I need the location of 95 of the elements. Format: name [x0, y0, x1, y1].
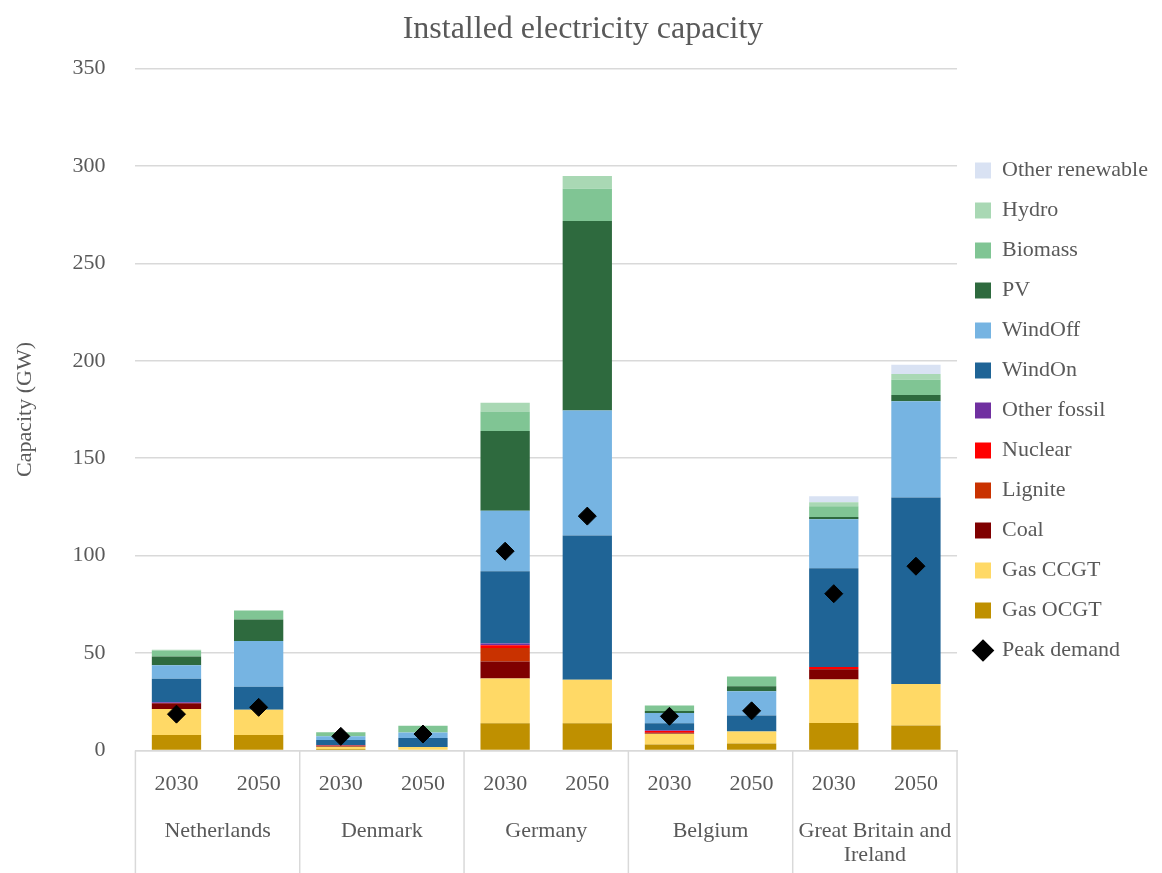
bar: [726, 686, 777, 692]
bar: [726, 715, 777, 732]
x-tick-label: 2030: [154, 769, 199, 795]
text: Denmark: [340, 817, 423, 843]
bar: [562, 723, 612, 750]
bar: [562, 679, 612, 724]
bar: [234, 735, 284, 750]
bar: [644, 733, 695, 745]
bar: [891, 683, 941, 726]
y-tick-label: 300: [72, 151, 106, 177]
bar: [891, 379, 941, 395]
bar: [151, 665, 202, 679]
legend-label: PV: [1002, 276, 1031, 302]
x-tick-label: 2030: [483, 769, 528, 795]
point: [331, 726, 351, 746]
bar: [480, 571, 530, 644]
legend-label: Other renewable: [1002, 156, 1149, 182]
bar: [809, 502, 859, 507]
bar: [726, 743, 777, 750]
bar: [398, 737, 448, 748]
bar: [151, 703, 202, 710]
y-axis-title: Capacity (GW): [10, 342, 36, 477]
bar: [644, 723, 695, 731]
y-tick-label: 100: [72, 541, 106, 567]
bar: [234, 709, 284, 736]
bar: [562, 188, 612, 222]
bar: [480, 678, 530, 724]
text: Germany: [505, 817, 588, 843]
legend-label: Biomass: [1002, 236, 1078, 262]
bar: [809, 679, 859, 724]
bar: [809, 519, 859, 569]
bar: [234, 641, 284, 687]
bar: [891, 394, 941, 402]
bar: [562, 221, 612, 411]
text: Great Britain and Ireland: [798, 817, 952, 867]
bar: [480, 510, 530, 572]
x-tick-label: 2030: [647, 769, 692, 795]
x-tick-label: 2050: [236, 769, 281, 795]
bar: [562, 535, 612, 680]
bar: [809, 723, 859, 750]
bar: [809, 669, 859, 680]
bar: [480, 647, 530, 662]
text: Belgium: [672, 817, 749, 843]
bar: [562, 175, 612, 189]
x-tick-label: 2030: [318, 769, 363, 795]
bar: [151, 678, 202, 703]
bar: [234, 610, 284, 620]
bar: [562, 410, 612, 536]
point: [906, 556, 926, 576]
bar: [809, 496, 859, 503]
bar: [480, 723, 530, 750]
y-tick-label: 200: [72, 346, 106, 372]
text: Netherlands: [164, 817, 271, 843]
legend-label: Gas CCGT: [1002, 556, 1101, 582]
point: [413, 724, 433, 744]
bar: [480, 430, 530, 511]
legend-label: WindOn: [1002, 356, 1077, 382]
y-tick-label: 150: [72, 444, 106, 470]
y-tick-label: 250: [72, 249, 106, 275]
y-tick-label: 50: [83, 638, 106, 664]
bar: [480, 411, 530, 431]
x-tick-label: 2030: [811, 769, 856, 795]
legend-label: Peak demand: [1002, 636, 1120, 662]
bar: [151, 735, 202, 750]
bar: [891, 374, 941, 380]
bar: [891, 725, 941, 750]
x-tick-label: 2050: [729, 769, 774, 795]
bar: [891, 401, 941, 498]
y-tick-label: 350: [72, 54, 106, 80]
bar: [726, 731, 777, 744]
legend-label: WindOff: [1002, 316, 1081, 342]
legend-label: Gas OCGT: [1002, 596, 1103, 622]
bar: [234, 619, 284, 642]
point: [577, 506, 597, 526]
bar: [809, 506, 859, 517]
bar: [809, 568, 859, 667]
legend-label: Other fossil: [1002, 396, 1106, 422]
bar: [151, 656, 202, 666]
x-tick-label: 2050: [400, 769, 445, 795]
bar: [726, 676, 777, 687]
point: [659, 706, 679, 726]
legend-label: Nuclear: [1002, 436, 1073, 462]
chart-title: Installed electricity capacity: [402, 8, 764, 45]
bar: [891, 497, 941, 684]
point: [824, 584, 844, 604]
legend-label: Coal: [1002, 516, 1044, 542]
legend-label: Hydro: [1002, 196, 1059, 222]
bar: [480, 661, 530, 679]
bar: [891, 364, 941, 375]
x-tick-label: 2050: [893, 769, 938, 795]
bar: [480, 402, 530, 412]
bar: [644, 744, 695, 750]
y-tick-label: 0: [94, 736, 106, 762]
legend-label: Lignite: [1002, 476, 1066, 502]
x-tick-label: 2050: [565, 769, 610, 795]
